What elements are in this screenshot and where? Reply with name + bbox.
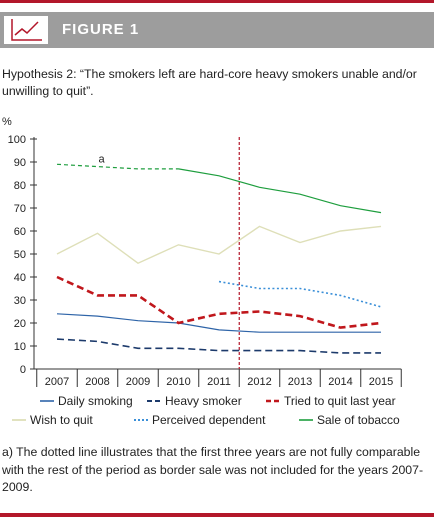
bottom-accent-bar xyxy=(0,513,434,517)
x-tick-label: 2014 xyxy=(328,376,352,388)
y-tick-label: 70 xyxy=(14,203,26,215)
series-line xyxy=(218,280,382,308)
figure-title: FIGURE 1 xyxy=(62,21,140,38)
y-tick-label: 0 xyxy=(20,364,26,376)
x-tick-label: 2010 xyxy=(166,376,190,388)
series-line xyxy=(56,338,381,354)
y-tick-label: 40 xyxy=(14,272,26,284)
series-line xyxy=(56,275,382,329)
legend-entry: Perceived dependent xyxy=(152,413,266,427)
annotation-marker: a xyxy=(98,154,105,166)
figure-footnote: a) The dotted line illustrates that the … xyxy=(2,445,424,494)
y-tick-label: 50 xyxy=(14,249,26,261)
x-tick-label: 2011 xyxy=(207,376,231,388)
y-tick-label: 10 xyxy=(14,341,26,353)
series-line xyxy=(178,168,382,214)
figure-header: FIGURE 1 xyxy=(0,12,434,48)
y-tick-label: 30 xyxy=(14,295,26,307)
line-chart-icon xyxy=(4,16,48,44)
figure-subtitle: Hypothesis 2: “The smokers left are hard… xyxy=(2,67,417,98)
line-chart: % 0 10 20 30 40 50 60 70 80 90 100 2007 2008 2009 2010 2… xyxy=(2,116,402,427)
legend-entry: Daily smoking xyxy=(58,394,133,408)
y-tick-label: 60 xyxy=(14,226,26,238)
x-tick-label: 2015 xyxy=(369,376,393,388)
x-tick-label: 2007 xyxy=(45,376,69,388)
x-tick-label: 2013 xyxy=(288,376,312,388)
y-axis-label: % xyxy=(2,116,12,128)
series-line xyxy=(56,313,381,333)
y-tick-label: 90 xyxy=(14,157,26,169)
y-tick-label: 80 xyxy=(14,180,26,192)
legend-entry: Wish to quit xyxy=(30,413,93,427)
x-tick-label: 2012 xyxy=(247,376,271,388)
y-tick-label: 20 xyxy=(14,318,26,330)
y-tick-label: 100 xyxy=(8,134,26,146)
legend-entry: Tried to quit last year xyxy=(284,394,396,408)
top-accent-bar xyxy=(0,0,434,3)
legend-entry: Sale of tobacco xyxy=(317,413,400,427)
series-line xyxy=(56,163,179,170)
legend-entry: Heavy smoker xyxy=(165,394,242,408)
series-line xyxy=(56,225,382,265)
x-tick-label: 2008 xyxy=(85,376,109,388)
x-tick-label: 2009 xyxy=(126,376,150,388)
